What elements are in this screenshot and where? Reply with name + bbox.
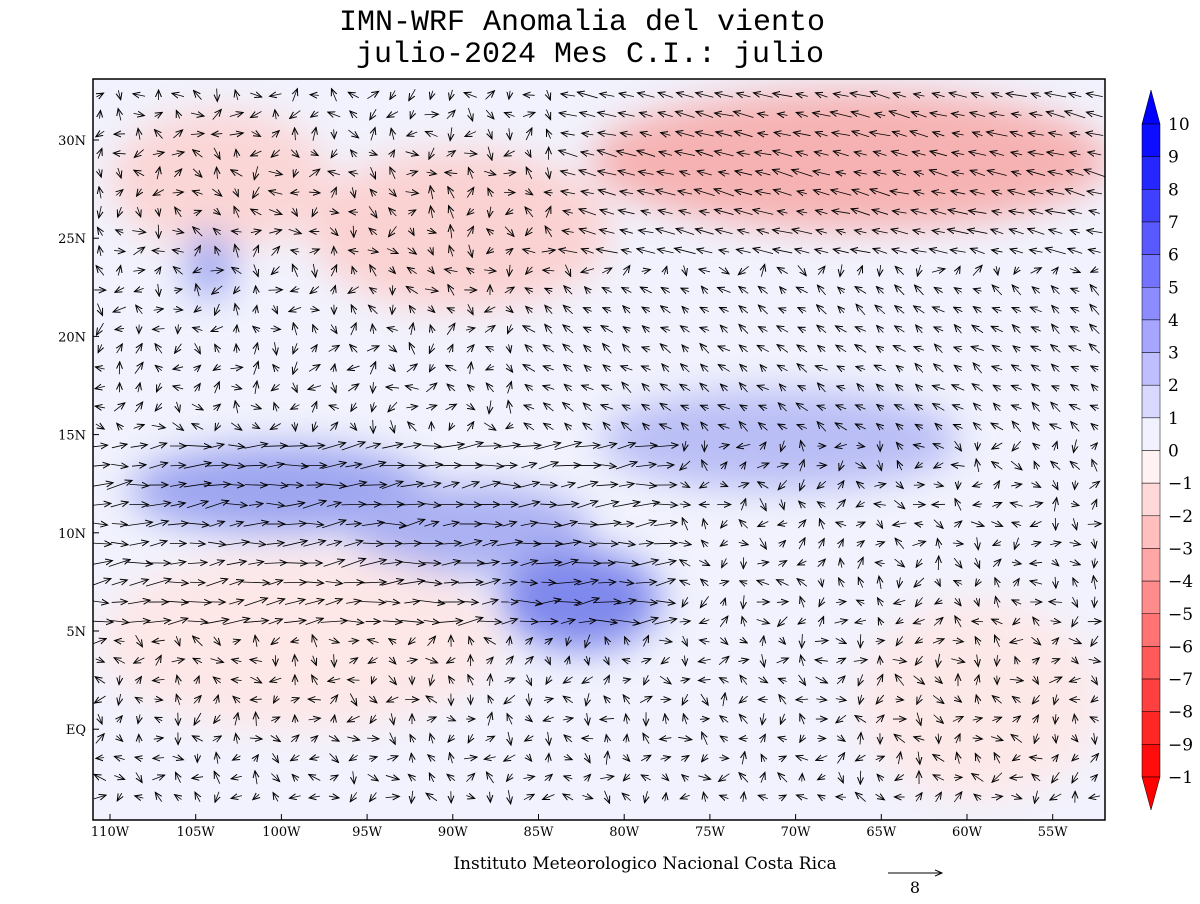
cbar-label: 8: [1168, 180, 1179, 200]
cbar-label: −1: [1168, 474, 1193, 494]
wind-arrow: [295, 715, 296, 723]
cbar-label: 4: [1168, 311, 1179, 331]
cbar-band: [1142, 157, 1160, 190]
lat-label: EQ: [66, 723, 86, 738]
wind-arrow: [914, 485, 924, 486]
lat-label: 25N: [58, 232, 86, 247]
wind-arrow: [972, 621, 983, 622]
cbar-band: [1142, 320, 1160, 353]
lon-label: 70W: [781, 825, 812, 840]
cbar-band: [1142, 353, 1160, 386]
cbar-band: [1142, 516, 1160, 549]
lat-label: 30N: [58, 134, 86, 149]
lon-label: 80W: [609, 825, 640, 840]
lat-label: 5N: [66, 625, 86, 640]
cbar-band: [1142, 222, 1160, 255]
cbar-band: [1142, 581, 1160, 614]
cbar-label: −7: [1168, 670, 1193, 690]
lon-label: 60W: [952, 825, 983, 840]
cbar-label: 7: [1168, 213, 1179, 233]
wind-arrow: [802, 773, 803, 781]
lon-label: 100W: [262, 825, 301, 840]
cbar-band: [1142, 451, 1160, 484]
lon-label: 110W: [91, 825, 130, 840]
lat-label: 15N: [58, 429, 86, 444]
cbar-label: 3: [1168, 344, 1179, 364]
cbar-label: −8: [1168, 703, 1193, 723]
cbar-band: [1142, 614, 1160, 647]
lon-label: 85W: [524, 825, 555, 840]
reference-label: 8: [910, 878, 920, 897]
cbar-band: [1142, 548, 1160, 581]
lon-label: 95W: [352, 825, 383, 840]
cbar-label: 9: [1168, 148, 1179, 168]
cbar-label: −3: [1168, 539, 1193, 559]
credit: Instituto Meteorologico Nacional Costa R…: [453, 854, 836, 874]
subtitle: julio-2024 Mes C.I.: julio: [356, 38, 824, 72]
wind-arrow: [582, 738, 593, 739]
cbar-band: [1142, 385, 1160, 418]
cbar-band: [1142, 744, 1160, 777]
lon-label: 65W: [866, 825, 897, 840]
cbar-tip: [1142, 777, 1160, 810]
lon-label: 90W: [438, 825, 469, 840]
cbar-label: 10: [1168, 115, 1190, 135]
lat-label: 20N: [58, 330, 86, 345]
wind-arrow: [190, 582, 205, 583]
cbar-band: [1142, 418, 1160, 451]
cbar-band: [1142, 712, 1160, 745]
wind-arrow: [269, 290, 283, 291]
cbar-band: [1142, 189, 1160, 222]
cbar-band: [1142, 255, 1160, 288]
cbar-label: 6: [1168, 246, 1179, 266]
map-field: [87, 79, 1110, 820]
lon-label: 105W: [177, 825, 216, 840]
cbar-label: 0: [1168, 442, 1179, 462]
cbar-label: −5: [1168, 605, 1193, 625]
wind-arrow: [284, 582, 307, 583]
title: IMN-WRF Anomalia del viento: [339, 6, 825, 40]
wind-arrow: [425, 114, 439, 115]
cbar-label: −2: [1168, 507, 1193, 527]
wind-arrow: [348, 680, 360, 681]
cbar-label: −9: [1168, 735, 1193, 755]
cbar-label: −6: [1168, 637, 1193, 657]
wind-arrow: [977, 442, 978, 450]
cbar-label: 2: [1168, 376, 1179, 396]
cbar-band: [1142, 124, 1160, 157]
cbar-band: [1142, 483, 1160, 516]
cbar-label: −4: [1168, 572, 1193, 592]
cbar-label: 5: [1168, 278, 1179, 298]
cbar-band: [1142, 287, 1160, 320]
lon-label: 55W: [1038, 825, 1069, 840]
cbar-band: [1142, 679, 1160, 712]
lon-label: 75W: [695, 825, 726, 840]
wind-arrow: [349, 212, 358, 213]
cbar-label: 1: [1168, 409, 1179, 429]
wind-arrow: [431, 422, 432, 431]
cbar-band: [1142, 646, 1160, 679]
cbar-label: −1: [1168, 768, 1193, 788]
cbar-tip: [1142, 90, 1160, 124]
lat-label: 10N: [58, 527, 86, 542]
